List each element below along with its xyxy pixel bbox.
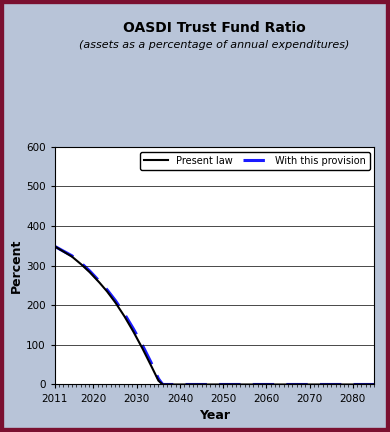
Text: OASDI Trust Fund Ratio: OASDI Trust Fund Ratio — [123, 21, 306, 35]
Legend: Present law, With this provision: Present law, With this provision — [140, 152, 370, 169]
X-axis label: Year: Year — [199, 409, 230, 422]
Text: (assets as a percentage of annual expenditures): (assets as a percentage of annual expend… — [79, 40, 350, 51]
Y-axis label: Percent: Percent — [10, 238, 23, 293]
